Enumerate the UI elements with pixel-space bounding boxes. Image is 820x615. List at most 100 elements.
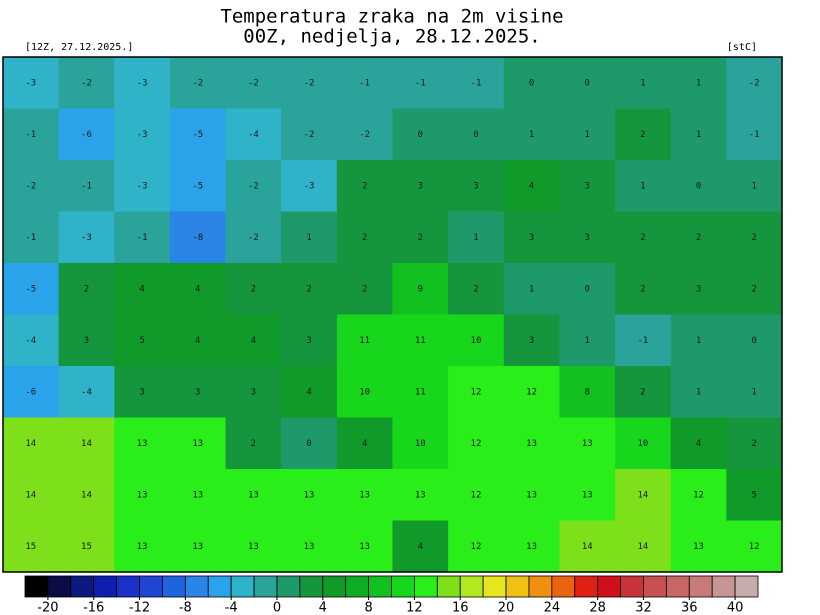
temperature-label: 13 [359,490,370,500]
colorbar-box [505,575,530,598]
temperature-label: 13 [415,490,426,500]
temperature-label: -2 [248,181,259,191]
unit-label: [stC] [727,42,757,53]
temperature-label: 3 [529,233,534,243]
temperature-label: 2 [640,387,645,397]
colorbar-tick-label: -8 [179,601,192,615]
temperature-cell [503,520,560,573]
temperature-cell [114,263,171,315]
temperature-cell [392,366,449,418]
temperature-cell [615,160,672,212]
temperature-cell [3,520,60,573]
temperature-label: 0 [585,284,590,294]
temperature-label: 4 [529,181,534,191]
temperature-cell [225,160,282,212]
temperature-cell [392,108,449,161]
temperature-cell [336,469,393,521]
temperature-label: 4 [139,284,144,294]
temperature-label: 1 [696,336,701,346]
temperature-cell [169,108,227,161]
temperature-cell [58,263,115,315]
temperature-cell [169,211,227,264]
colorbar-tick-label: 24 [544,601,561,615]
colorbar-box [116,575,140,598]
temperature-label: 2 [362,284,367,294]
temperature-cell [3,417,60,470]
temperature-label: -1 [25,130,36,140]
colorbar-tick-label: 28 [589,601,606,615]
temperature-cell [503,366,560,418]
temperature-label: -3 [25,78,36,88]
temperature-label: 0 [529,78,534,88]
temperature-label: -1 [359,78,370,88]
temperature-label: 0 [418,130,423,140]
temperature-label: -1 [25,233,36,243]
temperature-cell [615,263,672,315]
map-frame [2,56,783,573]
temperature-cell [3,211,60,264]
temperature-label: 4 [251,336,256,346]
temperature-cell [726,160,783,212]
temperature-cell [670,263,727,315]
temperature-label: 0 [306,439,311,449]
colorbar-box [688,575,713,598]
temperature-label: 5 [751,490,756,500]
temperature-cell [58,160,115,212]
temperature-cell [336,417,393,470]
temperature-cell [670,520,727,573]
temperature-cell [392,314,449,367]
temperature-label: 13 [693,542,704,552]
temperature-label: 15 [25,542,36,552]
temperature-label: 3 [473,181,478,191]
temperature-label: -2 [25,181,36,191]
temperature-cell [559,366,616,418]
temperature-label: 5 [139,336,144,346]
temperature-label: -2 [248,78,259,88]
temperature-cell [169,160,227,212]
temperature-cell [615,57,672,109]
temperature-label: 3 [529,336,534,346]
temperature-cell [58,417,115,470]
temperature-label: 2 [696,233,701,243]
temperature-label: 3 [585,233,590,243]
temperature-cell [225,57,282,109]
temperature-cell [392,417,449,470]
temperature-label: 13 [526,542,537,552]
temperature-cell [169,366,227,418]
temperature-label: 1 [640,181,645,191]
temperature-cell [225,520,282,573]
temperature-cell [114,520,171,573]
colorbar-tick-label: 8 [364,601,372,615]
temperature-label: 14 [637,542,648,552]
temperature-cell [169,520,227,573]
colorbar-box [299,575,324,598]
temperature-cell [670,108,727,161]
colorbar-box [711,575,736,598]
temperature-label: 1 [306,233,311,243]
temperature-label: -5 [192,181,203,191]
temperature-label: 13 [526,439,537,449]
temperature-label: 13 [137,490,148,500]
temperature-label: 2 [751,439,756,449]
temperature-cell [336,263,393,315]
temperature-label: 12 [471,439,482,449]
temperature-cell [169,263,227,315]
temperature-label: 4 [195,336,200,346]
temperature-label: 14 [637,490,648,500]
colorbar-box [436,575,461,598]
temperature-cell [559,160,616,212]
temperature-label: 1 [696,387,701,397]
temperature-cell [336,314,393,367]
temperature-cell [114,417,171,470]
colorbar-tick-label: 32 [635,601,652,615]
colorbar-box [207,575,232,598]
temperature-cell [58,366,115,418]
temperature-cell [3,108,60,161]
temperature-label: 10 [415,439,426,449]
temperature-label: -2 [359,130,370,140]
temperature-label: 13 [526,490,537,500]
temperature-label: 14 [582,542,593,552]
temperature-cell [392,57,449,109]
temperature-cell [559,263,616,315]
title: Temperatura zraka na 2m visine [220,6,563,28]
